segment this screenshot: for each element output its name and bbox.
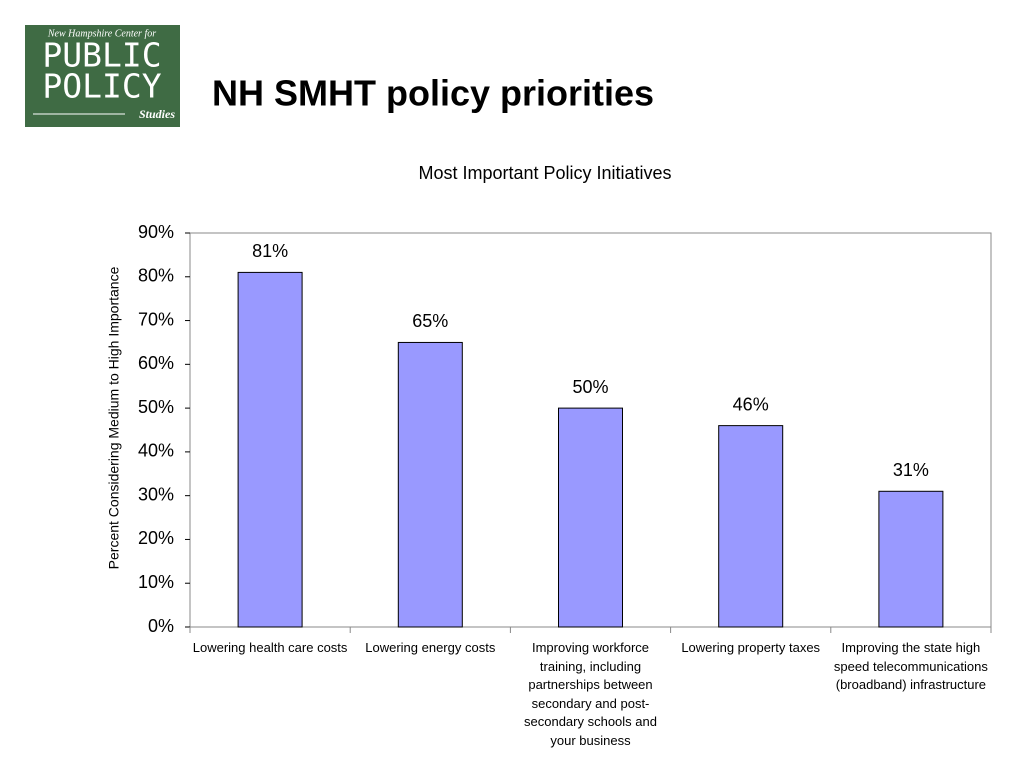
y-tick-label: 90% <box>138 222 174 242</box>
y-tick-label: 10% <box>138 572 174 592</box>
x-tick-label: Improving the state high speed telecommu… <box>833 640 988 692</box>
y-axis-label: Percent Considering Medium to High Impor… <box>106 266 122 569</box>
x-tick-label: Lowering property taxes <box>681 640 821 655</box>
bar <box>558 407 623 628</box>
y-tick-label: 40% <box>138 441 174 461</box>
bar <box>237 271 303 628</box>
bar <box>397 341 463 628</box>
y-tick-label: 0% <box>148 616 174 636</box>
y-tick-label: 70% <box>138 309 174 329</box>
y-tick-label: 60% <box>138 353 174 373</box>
slide-title: NH SMHT policy priorities <box>212 73 654 114</box>
bar <box>718 425 784 628</box>
logo-text: New Hampshire Center for <box>47 28 156 39</box>
y-tick-label: 30% <box>138 484 174 504</box>
logo-text: POLICY <box>42 67 161 106</box>
logo-text: PUBLIC <box>42 36 161 75</box>
logo-text: Studies <box>139 107 175 121</box>
x-tick-label: Lowering energy costs <box>365 640 496 655</box>
y-tick-label: 80% <box>138 266 174 286</box>
value-label: 50% <box>572 377 608 397</box>
y-tick-label: 50% <box>138 397 174 417</box>
bar <box>878 490 944 628</box>
chart-title: Most Important Policy Initiatives <box>418 163 671 183</box>
logo-background <box>25 25 180 127</box>
x-tick-label: Lowering health care costs <box>192 640 348 655</box>
value-label: 31% <box>893 460 929 480</box>
x-tick-label: Improving workforce training, including … <box>524 640 657 748</box>
value-label: 46% <box>733 394 769 414</box>
y-tick-label: 20% <box>138 528 174 548</box>
value-label: 65% <box>412 311 448 331</box>
value-label: 81% <box>252 241 288 261</box>
